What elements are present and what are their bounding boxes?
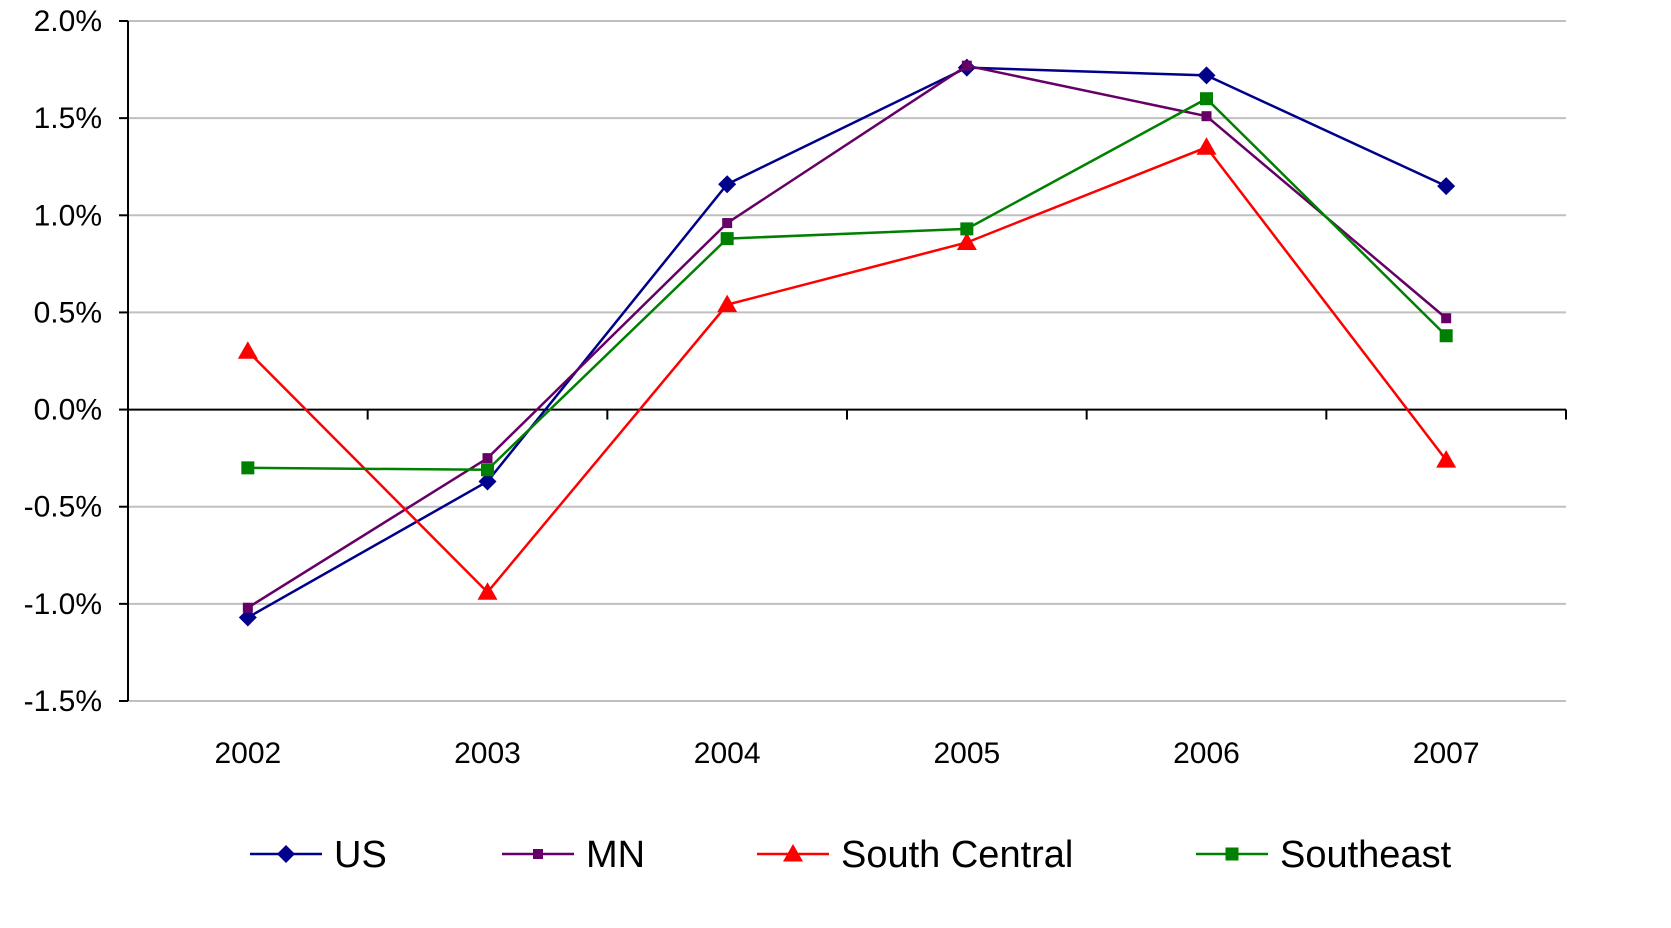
data-point-south-central (477, 582, 498, 600)
data-point-us (478, 472, 497, 491)
data-point-us (238, 608, 257, 627)
series-south-central (237, 137, 1457, 600)
series-line-mn (247, 64, 1447, 609)
x-tick-label: 2004 (694, 737, 761, 770)
legend-marker (533, 849, 543, 859)
y-axis-tick-labels: 2.0% 1.5% 1.0% 0.5% 0.0% -0.5% -1.0% -1.5% (24, 5, 102, 718)
data-point-south-central (717, 294, 738, 313)
legend-marker (783, 844, 803, 862)
data-point-mn (482, 453, 493, 464)
data-point-mn (1441, 313, 1452, 324)
series-southeast (241, 92, 1453, 477)
data-point-southeast (481, 463, 494, 477)
legend-label: MN (586, 834, 645, 876)
legend-item-us: US (250, 834, 387, 876)
x-tick-label: 2002 (214, 737, 281, 770)
y-tick-label: 0.0% (34, 394, 102, 427)
series-mn (242, 60, 1452, 613)
gridlines (128, 20, 1566, 702)
y-tick-label: 0.5% (34, 296, 102, 329)
data-point-south-central (1436, 450, 1457, 468)
y-tick-label: 1.5% (34, 102, 102, 135)
data-point-mn (961, 60, 972, 71)
data-point-us (1437, 177, 1456, 196)
y-tick-label: -1.0% (24, 588, 102, 621)
data-point-mn (242, 602, 253, 613)
data-point-southeast (960, 222, 974, 236)
data-point-us (718, 175, 737, 194)
x-tick-label: 2007 (1413, 737, 1480, 770)
data-point-mn (722, 218, 733, 229)
series-line-southeast (247, 97, 1448, 472)
x-tick-label: 2005 (933, 737, 1000, 770)
data-point-southeast (241, 461, 255, 475)
y-tick-label: -1.5% (24, 685, 102, 718)
y-tick-label: 1.0% (34, 199, 102, 232)
y-tick-label: -0.5% (24, 491, 102, 524)
data-point-us (1197, 66, 1216, 85)
legend-label: South Central (841, 834, 1073, 876)
legend-marker (1225, 847, 1239, 861)
x-tick-label: 2006 (1173, 737, 1240, 770)
data-point-south-central (956, 232, 977, 250)
series-lines (237, 58, 1457, 627)
data-point-mn (1201, 111, 1212, 122)
data-point-south-central (237, 341, 258, 359)
data-point-southeast (1439, 329, 1453, 343)
legend-item-mn: MN (502, 834, 645, 876)
series-line-us (247, 66, 1447, 619)
data-point-southeast (720, 232, 734, 246)
y-tick-label: 2.0% (34, 5, 102, 38)
legend-marker (277, 845, 295, 863)
x-tick-label: 2003 (454, 737, 521, 770)
legend-label: US (334, 834, 387, 876)
legend: US MN South Central Southeast (250, 834, 1452, 876)
data-point-southeast (1200, 92, 1213, 106)
series-line-south-central (246, 145, 1448, 595)
data-point-south-central (1196, 137, 1217, 155)
legend-item-south-central: South Central (757, 834, 1073, 876)
legend-item-southeast: Southeast (1196, 834, 1452, 876)
x-axis-tick-labels: 2002 2003 2004 2005 2006 2007 (214, 737, 1479, 770)
axes (119, 20, 1567, 702)
legend-label: Southeast (1280, 834, 1452, 876)
